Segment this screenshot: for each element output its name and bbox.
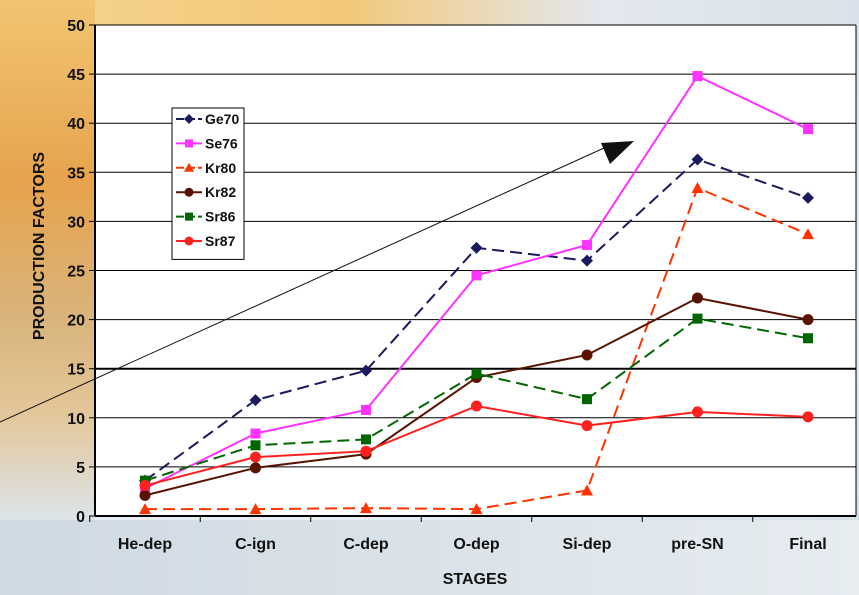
legend-box <box>171 107 245 260</box>
annotation-arrow <box>0 147 605 423</box>
data-point-sr86-pre-sn <box>692 313 703 324</box>
y-axis-label: PRODUCTION FACTORS <box>31 152 48 340</box>
data-point-sr86-c-ign <box>250 440 261 451</box>
axes <box>94 24 857 517</box>
data-point-sr87-si-dep <box>581 420 593 432</box>
background-bottom <box>0 520 859 595</box>
data-point-ge70-c-ign <box>249 394 262 407</box>
data-point-kr80-c-dep <box>360 502 372 514</box>
data-point-sr86-c-dep <box>361 434 371 445</box>
data-point-kr82-he-dep <box>139 489 151 501</box>
x-tick-label-pre-sn: pre-SN <box>671 536 723 553</box>
y-tick-label-25: 25 <box>67 264 85 281</box>
data-point-sr87-final <box>802 411 814 423</box>
data-point-kr80-si-dep <box>581 484 593 496</box>
series-sr87 <box>139 400 814 492</box>
y-axis-ticks: 0 5 10 15 20 25 30 35 40 45 50 <box>67 18 95 526</box>
x-axis-label: STAGES <box>443 571 508 588</box>
legend-label-se76: Se76 <box>205 135 238 151</box>
legend-label-kr80: Kr80 <box>205 160 236 176</box>
legend-marker-kr80 <box>184 162 194 172</box>
x-tick-label-c-ign: C-ign <box>235 536 276 553</box>
y-tick-label-20: 20 <box>67 313 85 330</box>
x-tick-label-final: Final <box>789 536 826 553</box>
legend-marker-ge70 <box>184 114 194 124</box>
y-tick-label-10: 10 <box>67 411 85 428</box>
y-tick-label-45: 45 <box>67 67 85 84</box>
data-point-kr80-final <box>802 228 814 240</box>
x-tick-label-he-dep: He-dep <box>118 536 172 553</box>
y-tick-label-15: 15 <box>67 362 85 379</box>
background-left <box>0 0 95 520</box>
data-point-kr82-pre-sn <box>692 292 703 304</box>
data-point-sr86-o-dep <box>471 368 482 379</box>
data-point-se76-si-dep <box>582 239 592 250</box>
data-point-kr82-si-dep <box>581 349 593 361</box>
data-point-sr87-o-dep <box>471 400 482 412</box>
data-point-ge70-si-dep <box>581 254 593 267</box>
series-line-sr86 <box>144 317 809 482</box>
data-point-se76-o-dep <box>471 270 482 281</box>
data-point-se76-c-dep <box>361 404 371 415</box>
data-point-ge70-final <box>802 191 814 204</box>
series-kr82 <box>139 292 814 501</box>
legend-marker-kr82 <box>184 187 194 197</box>
series-line-kr82 <box>144 296 809 497</box>
data-point-sr87-c-dep <box>360 445 372 457</box>
data-point-sr87-he-dep <box>139 480 151 492</box>
data-point-se76-final <box>803 124 813 135</box>
data-point-sr86-si-dep <box>582 394 592 405</box>
legend: Ge70 Se76 Kr80 Kr82 Sr86 Sr87 <box>171 107 245 260</box>
y-tick-label-5: 5 <box>76 460 85 477</box>
legend-marker-sr87 <box>184 236 194 246</box>
data-point-kr82-c-ign <box>250 462 261 474</box>
x-tick-label-c-dep: C-dep <box>343 536 389 553</box>
data-point-ge70-pre-sn <box>691 153 704 166</box>
data-point-kr80-o-dep <box>470 503 483 515</box>
legend-label-kr82: Kr82 <box>205 184 236 200</box>
series-kr80 <box>139 182 814 515</box>
y-tick-label-35: 35 <box>67 165 85 182</box>
data-point-kr80-he-dep <box>139 503 151 515</box>
data-point-kr80-pre-sn <box>691 182 704 194</box>
series-lines <box>139 71 814 515</box>
legend-label-sr86: Sr86 <box>205 209 236 225</box>
y-tick-label-30: 30 <box>67 214 85 231</box>
data-point-sr87-c-ign <box>250 451 261 463</box>
data-point-ge70-o-dep <box>470 241 483 254</box>
legend-marker-sr86 <box>185 212 193 221</box>
data-point-sr87-pre-sn <box>692 406 703 418</box>
data-point-kr80-c-ign <box>249 503 262 515</box>
y-tick-label-40: 40 <box>67 116 85 133</box>
y-tick-label-50: 50 <box>67 18 85 35</box>
data-point-se76-c-ign <box>250 428 261 439</box>
data-point-sr86-final <box>803 333 813 344</box>
data-point-se76-pre-sn <box>692 71 703 82</box>
x-tick-label-si-dep: Si-dep <box>563 536 612 553</box>
x-tick-label-o-dep: O-dep <box>453 536 499 553</box>
legend-label-ge70: Ge70 <box>205 111 239 127</box>
data-point-kr82-final <box>802 314 814 326</box>
y-tick-label-0: 0 <box>76 509 85 526</box>
data-point-ge70-c-dep <box>360 364 372 377</box>
legend-label-sr87: Sr87 <box>205 233 236 249</box>
annotation-arrowhead <box>601 141 634 164</box>
x-axis-ticks: He-dep C-ign C-dep O-dep Si-dep pre-SN Final <box>89 516 827 553</box>
legend-marker-se76 <box>185 139 193 148</box>
